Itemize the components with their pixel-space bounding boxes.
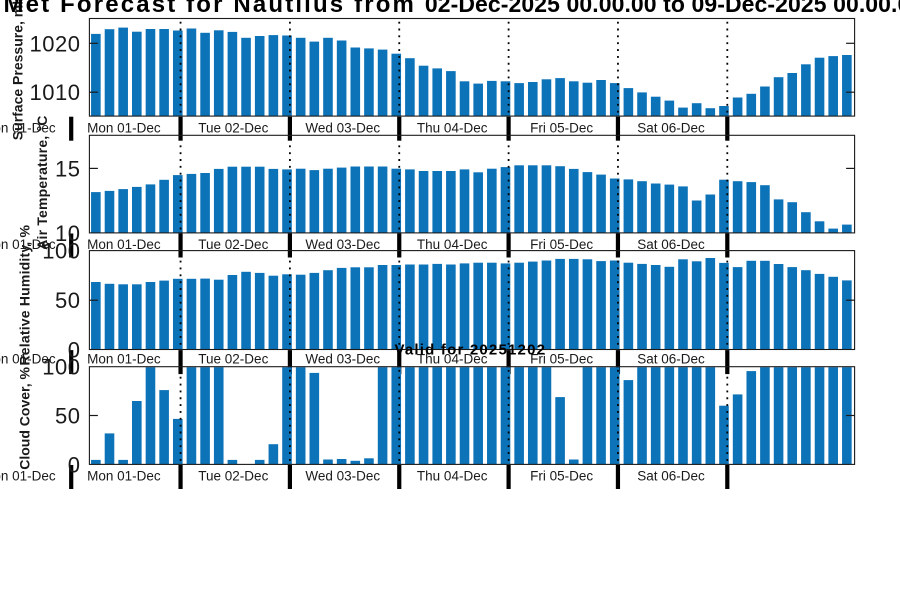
svg-text:Mon 01-Dec: Mon 01-Dec <box>87 120 161 135</box>
svg-text:Mon 01-Dec: Mon 01-Dec <box>0 352 56 367</box>
svg-text:Mon 01-Dec: Mon 01-Dec <box>87 468 161 483</box>
svg-text:Fri 05-Dec: Fri 05-Dec <box>530 468 593 483</box>
svg-text:Tue 02-Dec: Tue 02-Dec <box>198 237 268 252</box>
svg-text:Thu 04-Dec: Thu 04-Dec <box>417 468 488 483</box>
svg-text:Wed 03-Dec: Wed 03-Dec <box>305 237 380 252</box>
svg-text:Relative Humidity, %: Relative Humidity, % <box>17 225 33 366</box>
svg-text:1010: 1010 <box>30 80 81 105</box>
svg-text:Air Temperature, °C: Air Temperature, °C <box>34 115 50 249</box>
svg-text:Sat 06-Dec: Sat 06-Dec <box>637 237 705 252</box>
svg-text:Tue 02-Dec: Tue 02-Dec <box>198 468 268 483</box>
svg-text:Met Forecast for Nautilus from: Met Forecast for Nautilus from 02-Dec-20… <box>4 0 900 18</box>
svg-text:Cloud Cover, %: Cloud Cover, % <box>17 367 33 470</box>
svg-text:Mon 01-Dec: Mon 01-Dec <box>87 352 161 367</box>
svg-text:Tue 02-Dec: Tue 02-Dec <box>198 120 268 135</box>
svg-text:100: 100 <box>42 239 80 264</box>
svg-text:1020: 1020 <box>30 31 81 56</box>
svg-text:Mon 01-Dec: Mon 01-Dec <box>0 468 56 483</box>
svg-text:0: 0 <box>68 338 81 363</box>
svg-text:50: 50 <box>55 404 80 429</box>
svg-text:Wed 03-Dec: Wed 03-Dec <box>305 352 380 367</box>
svg-text:Mon 01-Dec: Mon 01-Dec <box>87 237 161 252</box>
svg-text:Sat 06-Dec: Sat 06-Dec <box>637 120 705 135</box>
svg-text:Thu 04-Dec: Thu 04-Dec <box>417 120 488 135</box>
svg-text:Surface Pressure, mbar: Surface Pressure, mbar <box>10 0 26 140</box>
svg-text:Wed 03-Dec: Wed 03-Dec <box>305 120 380 135</box>
svg-text:Thu 04-Dec: Thu 04-Dec <box>417 237 488 252</box>
svg-text:Wed 03-Dec: Wed 03-Dec <box>305 468 380 483</box>
svg-text:Valid for 20251202: Valid for 20251202 <box>395 342 547 359</box>
svg-text:Sat 06-Dec: Sat 06-Dec <box>637 352 705 367</box>
svg-text:15: 15 <box>55 156 80 181</box>
svg-text:Mon 01-Dec: Mon 01-Dec <box>0 120 56 135</box>
svg-text:10: 10 <box>55 221 80 246</box>
svg-text:Fri 05-Dec: Fri 05-Dec <box>530 352 593 367</box>
svg-text:50: 50 <box>55 288 80 313</box>
svg-text:0: 0 <box>68 452 81 477</box>
svg-text:Fri 05-Dec: Fri 05-Dec <box>530 237 593 252</box>
svg-text:Tue 02-Dec: Tue 02-Dec <box>198 352 268 367</box>
svg-text:100: 100 <box>42 355 80 380</box>
svg-text:Mon 01-Dec: Mon 01-Dec <box>0 237 56 252</box>
svg-text:Sat 06-Dec: Sat 06-Dec <box>637 468 705 483</box>
svg-text:Fri 05-Dec: Fri 05-Dec <box>530 120 593 135</box>
svg-text:Thu 04-Dec: Thu 04-Dec <box>417 352 488 367</box>
